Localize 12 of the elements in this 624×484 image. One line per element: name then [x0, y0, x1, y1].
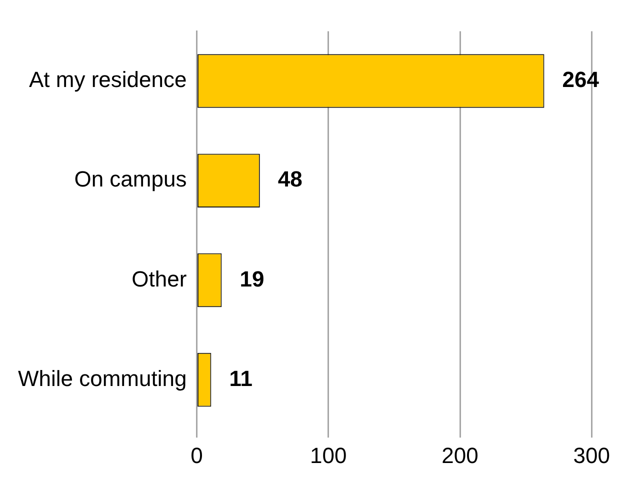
x-tick-label: 300	[573, 442, 610, 468]
x-tick-label: 100	[310, 442, 347, 468]
x-tick-label: 0	[190, 442, 203, 468]
y-tick-label: While commuting	[18, 366, 187, 391]
data-label: 11	[229, 366, 252, 391]
data-label: 264	[562, 67, 600, 92]
y-tick-label: At my residence	[28, 67, 187, 92]
data-label: 19	[240, 266, 264, 292]
y-tick-label: Other	[132, 266, 187, 292]
x-tick-label: 200	[442, 442, 478, 468]
y-tick-label: On campus	[74, 166, 187, 192]
data-label: 48	[278, 166, 302, 192]
